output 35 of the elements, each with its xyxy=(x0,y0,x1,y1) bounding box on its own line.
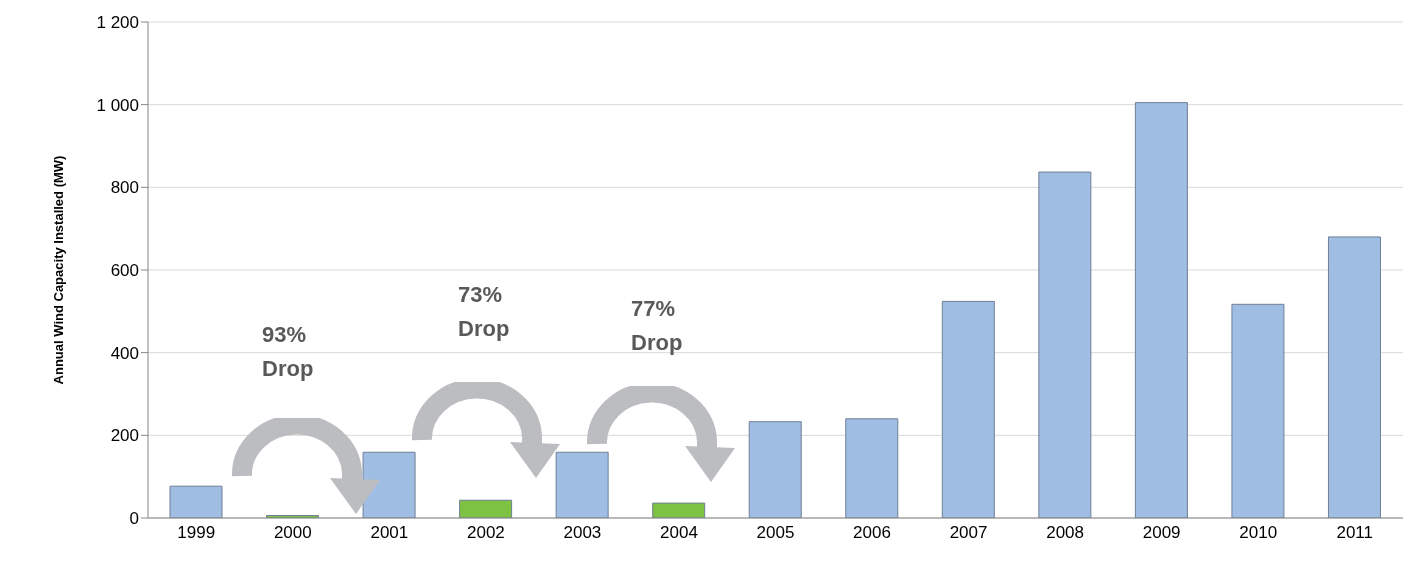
x-tick-label: 2010 xyxy=(1239,523,1278,543)
bar xyxy=(652,502,706,518)
bar xyxy=(1134,102,1188,518)
x-tick-label: 2005 xyxy=(756,523,795,543)
y-tick-label: 400 xyxy=(110,343,139,363)
x-tick-label: 2001 xyxy=(370,523,409,543)
annotation: 93% Drop xyxy=(262,321,315,383)
x-tick-label: 2004 xyxy=(660,523,698,543)
bar xyxy=(1231,303,1285,518)
bar xyxy=(555,451,609,518)
y-tick-label: 1 000 xyxy=(96,95,139,115)
x-tick-label: 1999 xyxy=(177,523,216,543)
x-tick-label: 2000 xyxy=(273,523,312,543)
x-tick-label: 2008 xyxy=(1046,523,1085,543)
y-tick-label: 800 xyxy=(110,178,139,198)
y-tick-label: 0 xyxy=(129,509,139,529)
bar xyxy=(845,418,899,518)
x-tick-label: 2003 xyxy=(563,523,602,543)
bar xyxy=(1327,236,1381,518)
x-tick-label: 2006 xyxy=(853,523,891,543)
y-tick-label: 200 xyxy=(110,426,139,446)
bar xyxy=(1038,171,1092,518)
y-axis-title: Annual Wind Capacity Installed (MW) xyxy=(50,155,66,385)
bar xyxy=(169,485,223,518)
y-tick-label: 600 xyxy=(110,261,139,281)
bar xyxy=(459,499,513,518)
annotation: 73% Drop xyxy=(458,281,511,343)
y-tick-label: 1 200 xyxy=(96,13,139,33)
x-tick-label: 2011 xyxy=(1336,523,1374,543)
annotation: 77% Drop xyxy=(631,295,684,357)
bar xyxy=(748,421,802,518)
x-tick-label: 2002 xyxy=(466,523,505,543)
x-tick-label: 2007 xyxy=(949,523,988,543)
bar xyxy=(941,300,995,518)
x-tick-label: 2009 xyxy=(1142,523,1181,543)
